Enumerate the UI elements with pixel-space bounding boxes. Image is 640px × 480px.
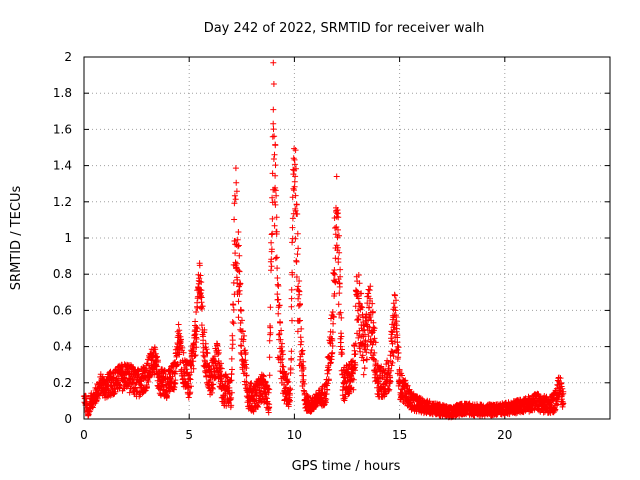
y-tick-label: 0.2 xyxy=(53,376,72,390)
data-points xyxy=(80,59,567,421)
x-tick-label: 5 xyxy=(185,428,193,442)
y-tick-label: 1.8 xyxy=(53,86,72,100)
plot-frame xyxy=(83,56,611,420)
y-tick-label: 1.2 xyxy=(53,195,72,209)
y-tick-labels: 0 0.2 0.4 0.6 0.8 1 1.2 1.4 1.6 1.8 2 xyxy=(53,50,72,426)
x-tick-labels: 0 5 10 15 20 xyxy=(80,428,512,442)
y-tick-label: 0.8 xyxy=(53,267,72,281)
grid-lines xyxy=(84,57,610,419)
x-axis-label: GPS time / hours xyxy=(292,459,401,474)
y-axis-label: SRMTID / TECUs xyxy=(9,186,24,291)
x-tick-label: 10 xyxy=(287,428,302,442)
y-tick-label: 0.6 xyxy=(53,303,72,317)
chart-title: Day 242 of 2022, SRMTID for receiver wal… xyxy=(204,21,485,36)
y-tick-label: 1.4 xyxy=(53,159,72,173)
y-tick-label: 0 xyxy=(64,412,72,426)
y-tick-label: 1.6 xyxy=(53,122,72,136)
y-tick-label: 1 xyxy=(64,231,72,245)
x-tick-label: 20 xyxy=(497,428,512,442)
y-tick-label: 2 xyxy=(64,50,72,64)
srmtid-marker-series xyxy=(80,59,567,421)
x-tick-label: 15 xyxy=(392,428,407,442)
x-tick-label: 0 xyxy=(80,428,88,442)
y-tick-label: 0.4 xyxy=(53,340,72,354)
